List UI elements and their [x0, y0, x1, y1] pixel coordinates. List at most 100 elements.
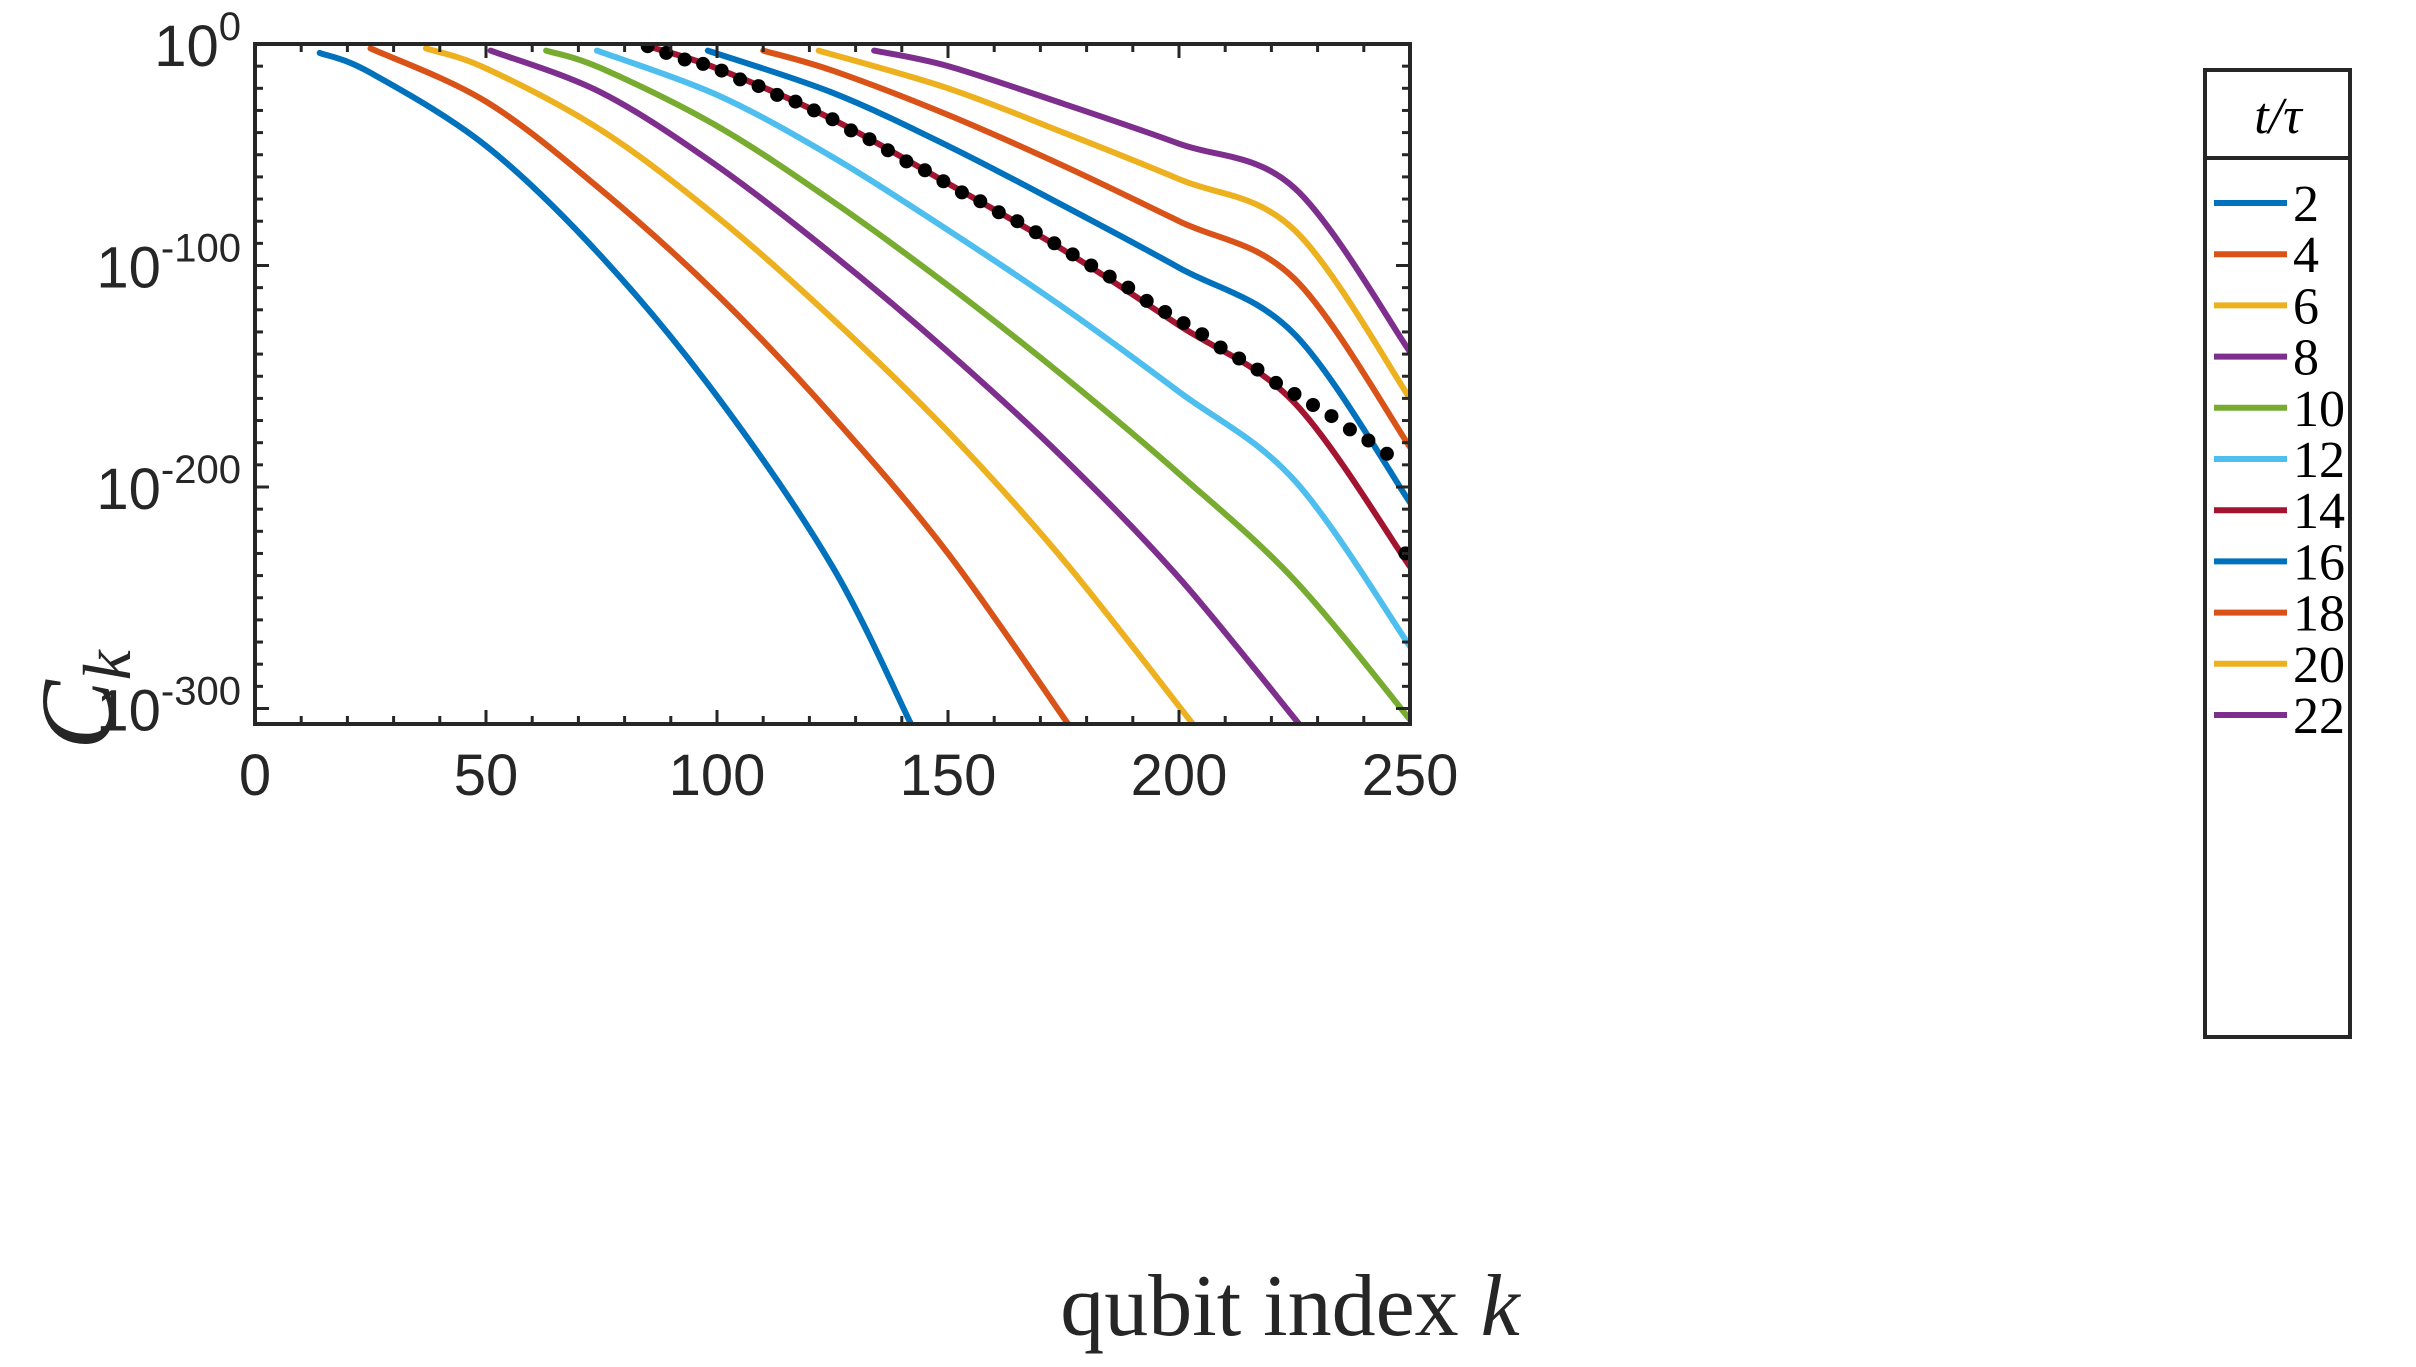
- legend-title: t/τ: [2254, 88, 2304, 145]
- reference-dot: [1342, 422, 1357, 437]
- reference-dot: [954, 185, 969, 200]
- reference-dot: [825, 112, 840, 127]
- y-axis-title-sub: k: [69, 648, 145, 680]
- legend-entry-16: 16: [2214, 534, 2345, 591]
- y-tick-exponent: -200: [161, 448, 241, 492]
- reference-dot: [696, 56, 711, 71]
- reference-dot: [1047, 236, 1062, 251]
- series-line-2: [316, 49, 914, 724]
- x-tick-label: 50: [454, 743, 519, 808]
- reference-dot: [880, 143, 895, 158]
- series-line-20: [815, 47, 1410, 402]
- reference-dot: [1121, 280, 1136, 295]
- y-tick-exponent: 0: [219, 5, 241, 49]
- x-axis-title: qubit index k: [1060, 1258, 1521, 1355]
- x-tick-label: 250: [1362, 743, 1459, 808]
- x-tick-label: 0: [239, 743, 271, 808]
- reference-dot: [1158, 305, 1173, 319]
- axes-box: [253, 42, 1412, 726]
- reference-dot: [640, 44, 655, 54]
- y-tick-base: 10: [96, 457, 161, 522]
- legend-box: [2203, 68, 2352, 1039]
- legend-entry-12: 12: [2214, 432, 2345, 489]
- reference-dot: [1213, 340, 1228, 355]
- x-axis-title-var: k: [1481, 1258, 1522, 1355]
- series-line-16: [704, 47, 1410, 506]
- legend-label: 16: [2293, 534, 2345, 591]
- y-axis-title: Ck: [20, 648, 145, 749]
- axes-layer: [253, 42, 1412, 726]
- series-line-10: [543, 47, 1410, 723]
- reference-dot: [917, 163, 932, 178]
- reference-dot: [1084, 258, 1099, 273]
- legend-entry-22: 22: [2214, 688, 2345, 745]
- legend-label: 6: [2293, 278, 2319, 335]
- series-line-4: [367, 45, 1072, 724]
- y-tick-label: 10-300: [96, 669, 241, 743]
- y-tick-exponent: -300: [161, 669, 241, 713]
- series-line-6: [422, 45, 1196, 724]
- reference-dot: [1361, 433, 1376, 448]
- legend-label: 14: [2293, 483, 2345, 540]
- reference-dot: [1269, 375, 1283, 390]
- legend-label: 22: [2293, 688, 2345, 745]
- reference-dot: [899, 154, 914, 169]
- legend-entry-6: 6: [2214, 278, 2319, 335]
- reference-dot: [1195, 327, 1210, 342]
- legend-entry-14: 14: [2214, 483, 2345, 540]
- reference-dot: [1010, 214, 1025, 229]
- reference-dot: [1065, 247, 1080, 262]
- series-line-22: [871, 47, 1410, 355]
- reference-dot: [844, 123, 858, 138]
- y-tick-base: 10: [154, 14, 219, 79]
- legend-label: 10: [2293, 381, 2345, 438]
- legend-entry-4: 4: [2214, 227, 2319, 284]
- y-tick-base: 10: [96, 235, 161, 300]
- reference-dot: [807, 103, 821, 118]
- reference-dot: [936, 174, 951, 189]
- reference-dot: [788, 94, 803, 109]
- y-axis-title-var: C: [20, 679, 135, 750]
- legend-entry-10: 10: [2214, 381, 2345, 438]
- reference-dot: [1306, 398, 1320, 412]
- reference-dot: [1102, 269, 1117, 284]
- y-tick-label: 10-200: [96, 448, 241, 522]
- reference-dot: [1379, 446, 1394, 461]
- y-tick-base: 10: [96, 678, 161, 743]
- y-tick-label: 100: [154, 5, 241, 79]
- legend-entry-8: 8: [2214, 330, 2319, 387]
- legend-label: 4: [2293, 227, 2319, 284]
- reference-dot: [1139, 293, 1154, 308]
- reference-dot: [733, 72, 748, 87]
- x-tick-label: 150: [900, 743, 997, 808]
- reference-dot: [770, 87, 785, 102]
- legend-label: 18: [2293, 586, 2345, 643]
- reference-dot: [991, 205, 1006, 220]
- legend-label: 12: [2293, 432, 2345, 489]
- reference-dot: [1176, 316, 1191, 331]
- series-line-8: [487, 47, 1303, 724]
- x-tick-label: 200: [1131, 743, 1228, 808]
- reference-dot: [862, 132, 877, 147]
- legend-entry-20: 20: [2214, 637, 2345, 694]
- reference-dot: [973, 194, 988, 209]
- legend-label: 2: [2293, 176, 2319, 233]
- legend-label: 20: [2293, 637, 2345, 694]
- reference-dot: [677, 52, 692, 67]
- series-line-12: [593, 47, 1410, 650]
- legend-label: 8: [2293, 330, 2319, 387]
- reference-dot: [1250, 362, 1265, 377]
- reference-dot: [1324, 409, 1339, 424]
- y-tick-label: 10-100: [96, 226, 241, 300]
- reference-dot: [714, 63, 729, 78]
- legend-entry-2: 2: [2214, 176, 2319, 233]
- series-line-18: [760, 47, 1410, 451]
- legend-entry-18: 18: [2214, 586, 2345, 643]
- y-tick-exponent: -100: [161, 226, 241, 270]
- x-axis-title-text: qubit index: [1060, 1258, 1458, 1355]
- x-tick-label: 100: [669, 743, 766, 808]
